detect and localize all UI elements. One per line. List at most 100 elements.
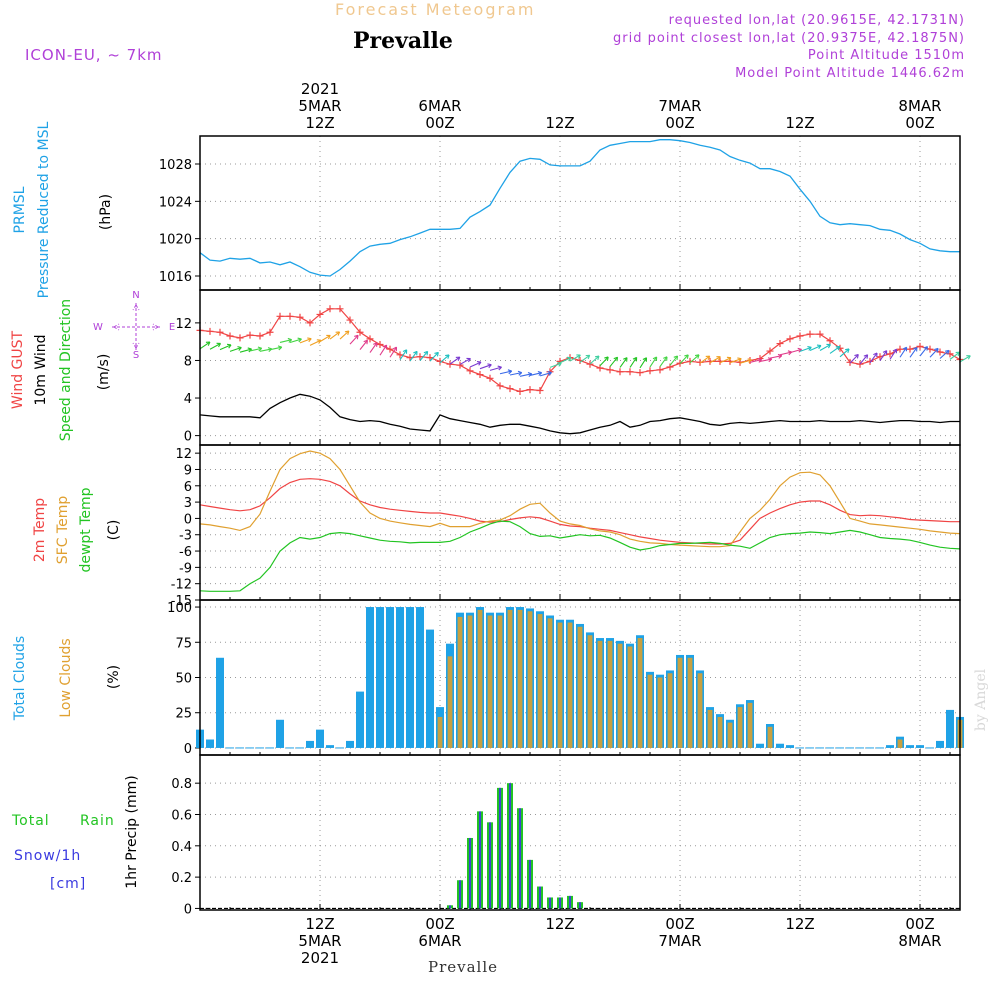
wind-arrow — [909, 347, 918, 358]
gust-marker — [536, 387, 544, 395]
gust-marker — [636, 369, 644, 377]
wind-arrowhead — [307, 337, 312, 343]
y-tick-label: 0 — [184, 430, 192, 445]
low-cloud-bar — [507, 609, 513, 748]
wind-arrow — [669, 355, 678, 366]
y-tick-label: -3 — [179, 529, 192, 544]
wind-arrowhead — [623, 357, 628, 362]
dewpt-line — [199, 520, 961, 592]
gust-marker — [356, 328, 364, 336]
snow-bar — [569, 895, 571, 909]
y-tick-label: 1016 — [159, 270, 192, 285]
wind-arrowhead — [287, 337, 293, 343]
gust-marker — [516, 387, 524, 395]
top-time-label: 6MAR — [418, 97, 461, 115]
gust-marker — [216, 328, 224, 336]
snow-bar — [479, 811, 481, 909]
gust-marker — [396, 351, 404, 359]
wind-arrow — [519, 373, 532, 377]
y-tick-label: 1020 — [159, 233, 192, 248]
wind-arrowhead — [557, 361, 562, 367]
low-cloud-bar — [637, 638, 643, 748]
wind-arrow — [919, 346, 928, 357]
wind-arrowhead — [576, 354, 581, 359]
dewpt-temp-label: dewpt Temp — [78, 487, 94, 572]
wind-arrow — [459, 358, 471, 365]
bottom-time-label: 00Z — [665, 915, 694, 933]
top-time-label: 5MAR — [298, 97, 341, 115]
low-cloud-bar — [617, 643, 623, 748]
pressure-line — [199, 139, 960, 277]
wind-arrow — [839, 348, 850, 358]
wind-arrowhead — [487, 363, 492, 369]
low-cloud-bar — [457, 616, 463, 748]
wind-arrow — [939, 350, 950, 359]
wind-arrowhead — [882, 350, 888, 355]
total-cloud-bar — [426, 629, 434, 748]
ms-unit: (m/s) — [96, 354, 112, 391]
total-cloud-bar — [376, 607, 384, 748]
y-tick-label: -6 — [179, 545, 192, 560]
wind-arrow — [949, 351, 960, 360]
wind-arrow — [309, 339, 322, 346]
low-cloud-bar — [717, 716, 723, 748]
wind-arrowhead — [344, 330, 350, 335]
wind-arrow — [369, 342, 378, 353]
low-cloud-bar — [567, 622, 573, 748]
c-unit: (C) — [106, 520, 122, 541]
wind-arrowhead — [604, 356, 609, 361]
gust-marker — [826, 337, 834, 345]
snow-bar — [449, 905, 451, 909]
wind-arrowhead — [747, 358, 752, 364]
top-time-label: 12Z — [305, 114, 334, 132]
wind-arrow — [659, 356, 668, 367]
wind-arrow — [389, 346, 397, 358]
top-time-label: 12Z — [785, 114, 814, 132]
bottom-time-label: 2021 — [301, 949, 339, 967]
wind-arrowhead — [423, 350, 429, 356]
gust-marker — [886, 350, 894, 358]
top-title: Forecast Meteogram — [335, 0, 535, 19]
gust-marker — [626, 368, 634, 376]
gust-marker — [256, 332, 264, 340]
wind-arrowhead — [476, 361, 482, 366]
wind-arrowhead — [737, 357, 742, 363]
wind-arrow — [419, 351, 429, 361]
wind-arrow — [269, 346, 282, 351]
snow-bar — [549, 897, 551, 909]
wind-arrowhead — [354, 334, 359, 340]
bottom-time-label: 6MAR — [418, 932, 461, 950]
total-cloud-bar — [316, 729, 324, 748]
total-cloud-bar — [416, 607, 424, 748]
wind-arrow — [639, 357, 647, 369]
total-cloud-bar — [366, 607, 374, 748]
wind-arrow — [449, 356, 461, 365]
total-cloud-bar — [906, 745, 914, 748]
wind-arrowhead — [466, 357, 471, 363]
wind-labels: Wind GUST 10m Wind Speed and Direction (… — [10, 290, 175, 441]
gust-marker — [686, 357, 694, 365]
wind-arrow — [549, 362, 562, 368]
gust-marker — [696, 358, 704, 366]
low-cloud-bar — [677, 657, 683, 748]
gust-marker — [816, 330, 824, 338]
wind-arrowhead — [863, 354, 869, 359]
wind-arrow — [829, 346, 841, 354]
wind-arrowhead — [382, 344, 388, 350]
wind-arrow — [249, 347, 262, 352]
gust-marker — [276, 312, 284, 320]
y-tick-label: 0 — [184, 512, 192, 527]
wind-arrowhead — [517, 370, 523, 376]
gust-marker — [786, 335, 794, 343]
wind-arrow — [759, 358, 772, 363]
y-tick-label: 9 — [184, 463, 192, 478]
y-tick-label: 1024 — [159, 195, 192, 210]
wind-arrow — [579, 354, 591, 363]
wind-arrow — [679, 354, 689, 364]
wind-arrowhead — [944, 349, 950, 355]
gust-marker — [226, 332, 234, 340]
compass-s: S — [133, 350, 139, 361]
wind-arrowhead — [835, 345, 841, 351]
y-tick-label: 0.8 — [171, 777, 192, 792]
temp2m-line — [199, 478, 960, 545]
